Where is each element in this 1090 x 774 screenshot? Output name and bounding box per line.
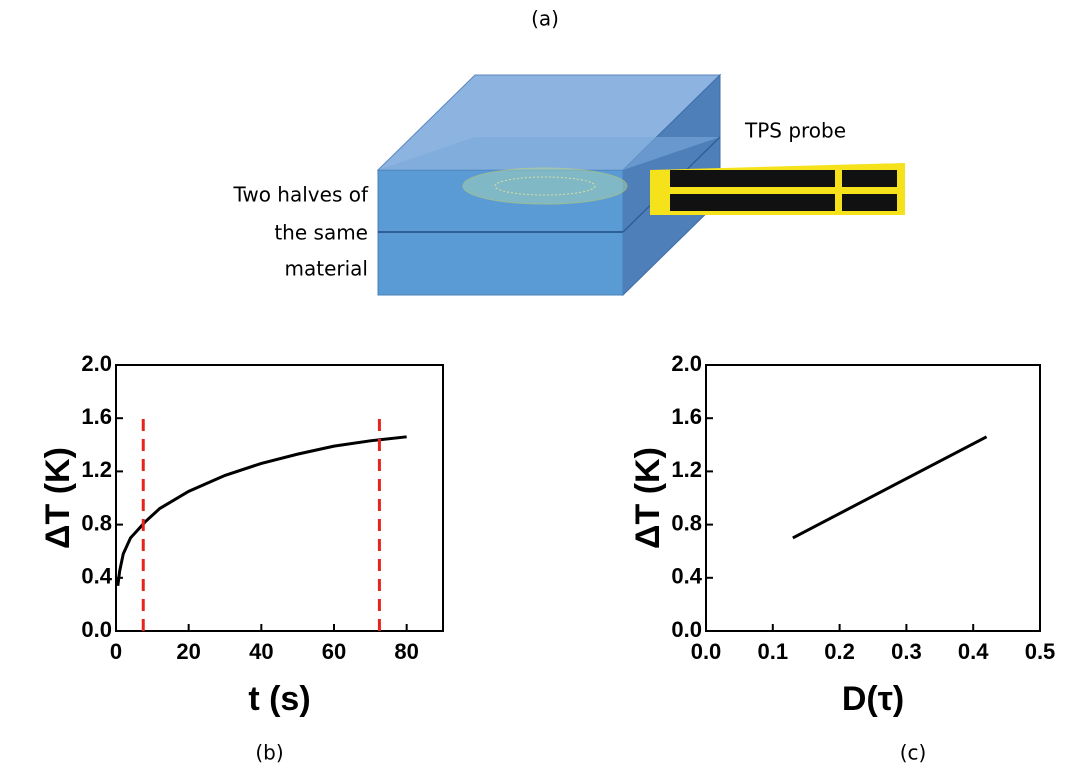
y-tick-label: 2.0 bbox=[81, 351, 112, 376]
sensor-disk bbox=[463, 168, 627, 204]
probe-lead bbox=[842, 194, 897, 211]
x-tick-label: 0.5 bbox=[1025, 639, 1056, 664]
panel-label: (a) bbox=[531, 7, 559, 31]
data-line bbox=[118, 437, 407, 586]
sample-label: Two halves of bbox=[232, 183, 369, 207]
y-tick-label: 1.2 bbox=[81, 457, 112, 482]
x-tick-label: 20 bbox=[176, 639, 200, 664]
sample-label: the same bbox=[274, 221, 368, 245]
x-tick-label: 0 bbox=[110, 639, 122, 664]
x-tick-label: 80 bbox=[394, 639, 418, 664]
y-axis-title: ΔT (K) bbox=[39, 447, 77, 549]
y-tick-label: 0.4 bbox=[81, 564, 112, 589]
y-tick-label: 0.8 bbox=[671, 510, 702, 535]
x-tick-label: 0.3 bbox=[891, 639, 922, 664]
figure: (a) TPS probe Two halves of the same mat… bbox=[0, 0, 1090, 774]
diagram: TPS probe Two halves of the same materia… bbox=[232, 75, 905, 295]
x-tick-label: 0.2 bbox=[824, 639, 855, 664]
panel-label: (c) bbox=[900, 741, 927, 765]
probe-lead bbox=[670, 194, 835, 211]
x-tick-label: 40 bbox=[249, 639, 273, 664]
x-tick-label: 0.4 bbox=[958, 639, 989, 664]
x-tick-label: 60 bbox=[322, 639, 346, 664]
panel-label: (b) bbox=[255, 741, 283, 765]
probe-lead bbox=[670, 170, 835, 187]
sample-label: material bbox=[285, 257, 368, 281]
data-line bbox=[793, 437, 987, 538]
x-tick-label: 0.0 bbox=[691, 639, 722, 664]
y-tick-label: 0.8 bbox=[81, 510, 112, 535]
page: {"panel_a": {"label": "(a)", "probe_labe… bbox=[0, 0, 1090, 774]
plot-frame bbox=[706, 365, 1040, 631]
plot-frame bbox=[116, 365, 443, 631]
y-tick-label: 0.0 bbox=[81, 617, 112, 642]
probe-label: TPS probe bbox=[744, 119, 846, 143]
y-tick-label: 2.0 bbox=[671, 351, 702, 376]
y-tick-label: 0.4 bbox=[671, 564, 702, 589]
probe-lead bbox=[842, 170, 897, 187]
y-axis-title: ΔT (K) bbox=[629, 447, 667, 549]
x-axis-title: t (s) bbox=[248, 680, 310, 718]
y-tick-label: 1.6 bbox=[671, 404, 702, 429]
x-axis-title: D(τ) bbox=[842, 680, 904, 718]
y-tick-label: 1.2 bbox=[671, 457, 702, 482]
x-tick-label: 0.1 bbox=[758, 639, 789, 664]
y-tick-label: 1.6 bbox=[81, 404, 112, 429]
